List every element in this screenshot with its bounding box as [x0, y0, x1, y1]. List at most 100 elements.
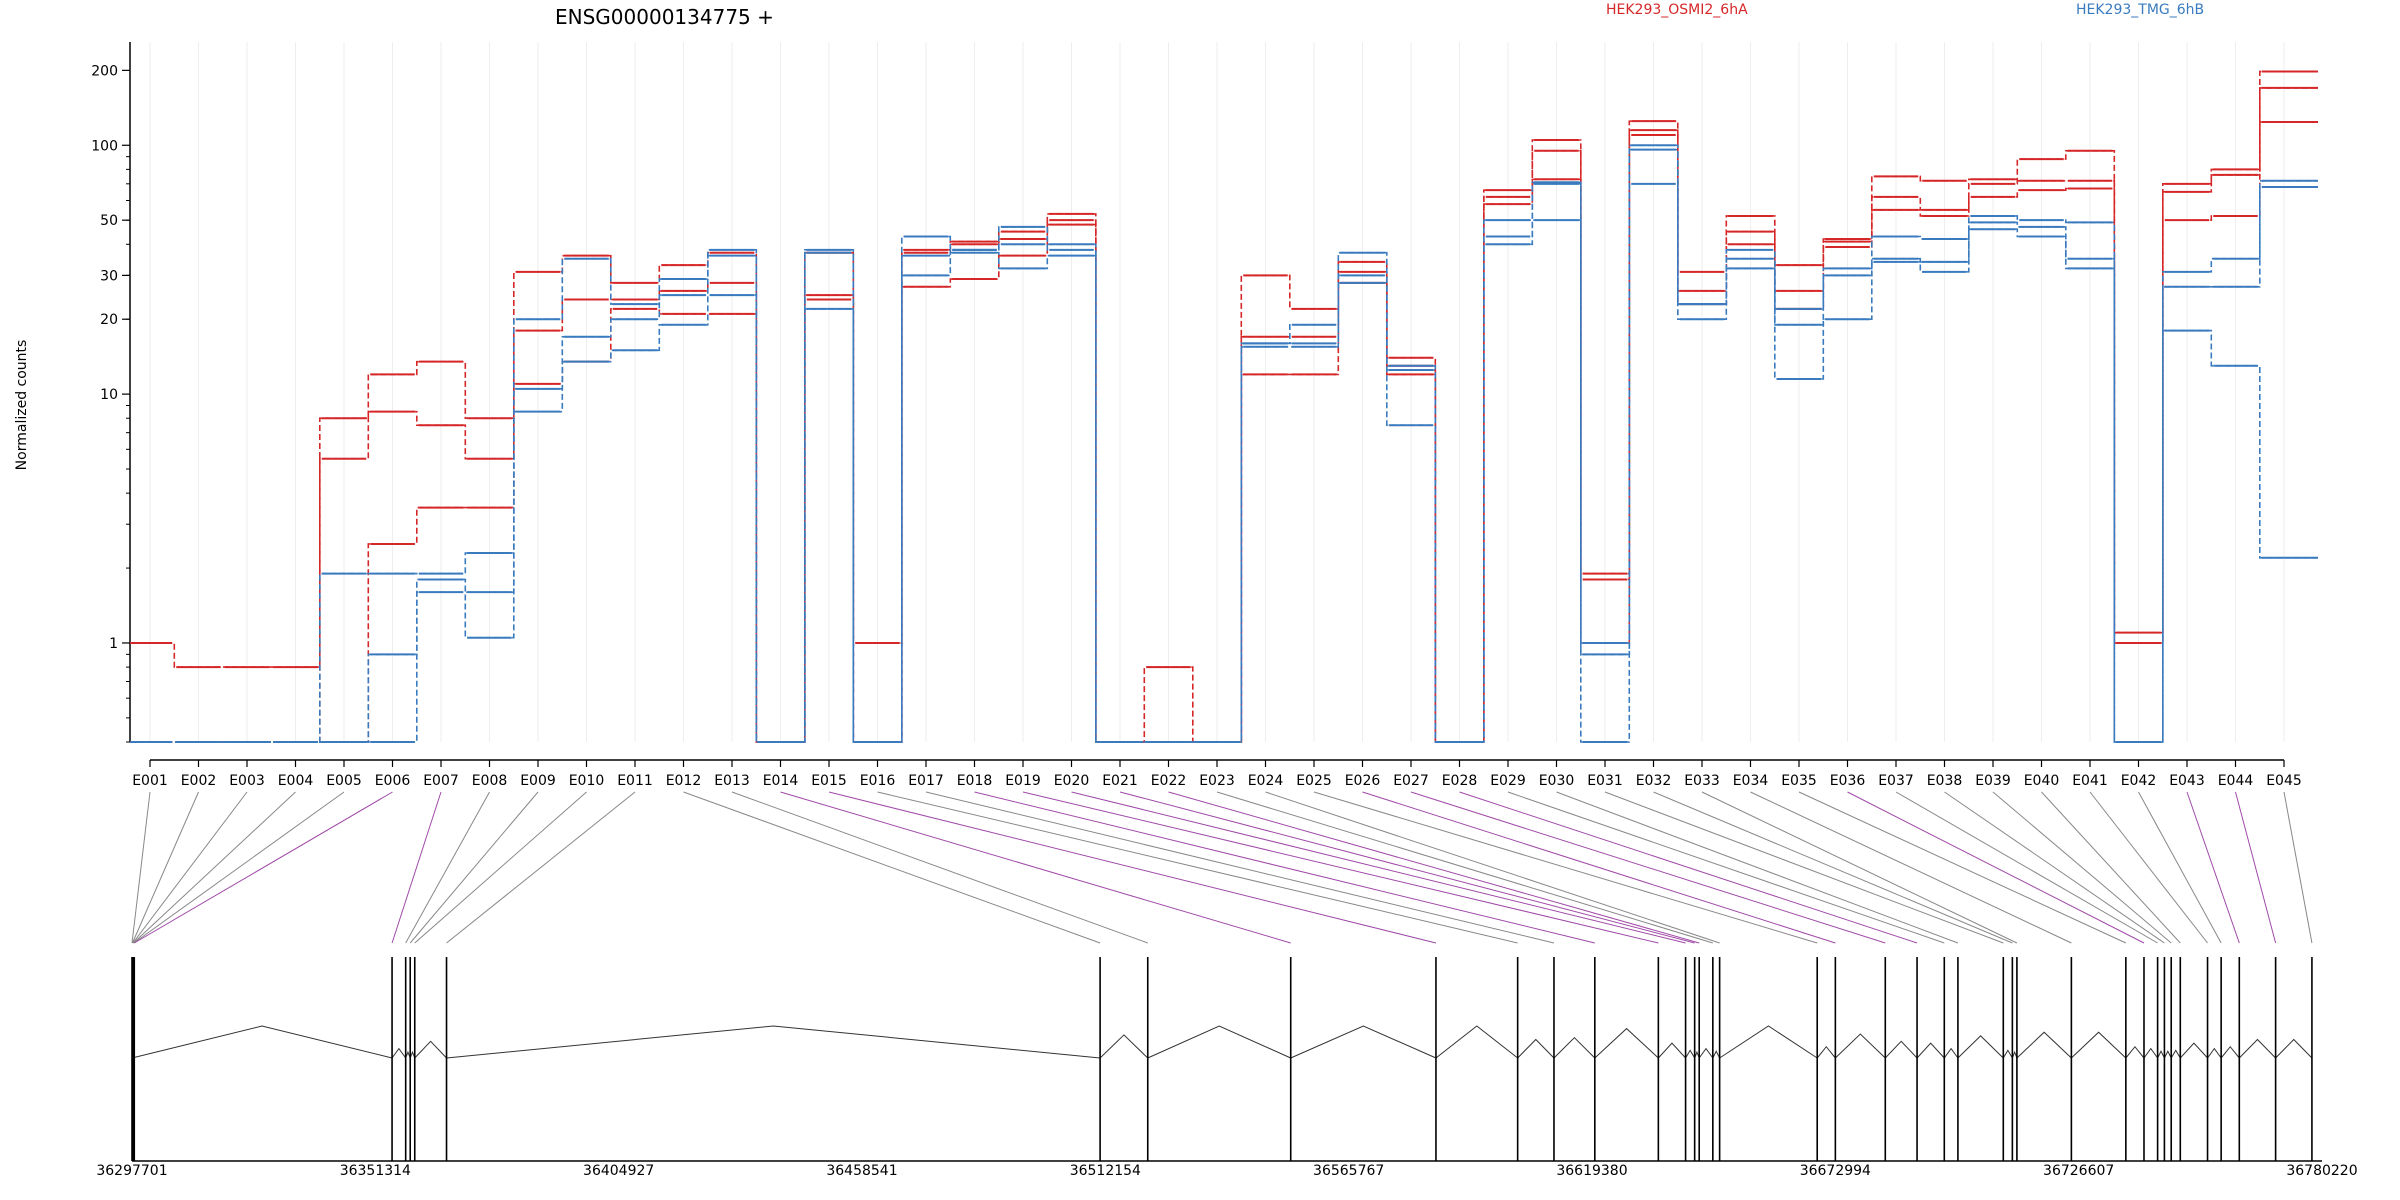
series-line: [130, 70, 2318, 743]
series-line: [130, 183, 2318, 743]
exon-tick-label: E018: [957, 773, 993, 789]
exon-link: [1992, 791, 2172, 944]
exon-tick-label: E038: [1927, 773, 1963, 789]
exon-link: [2283, 791, 2313, 944]
exon-link: [925, 791, 1555, 944]
exon-link: [409, 791, 539, 944]
exon-tick-label: E021: [1102, 773, 1138, 789]
y-tick-label: 50: [100, 213, 118, 229]
exon-tick-label: E002: [181, 773, 217, 789]
exon-tick-label: E027: [1393, 773, 1429, 789]
intron-line: [2163, 1050, 2172, 1059]
legend-tmg: HEK293_TMG_6hB: [2076, 2, 2204, 18]
exon-tick-label: E006: [375, 773, 411, 789]
intron-line: [2125, 1045, 2145, 1059]
exon-tick-label: E037: [1878, 773, 1914, 789]
exon-tick-label: E045: [2266, 773, 2302, 789]
exon-tick-label: E031: [1587, 773, 1623, 789]
intron-line: [2207, 1047, 2222, 1059]
y-tick-label: 200: [91, 63, 118, 79]
intron-line: [1816, 1045, 1836, 1059]
exon-link: [1798, 791, 2127, 944]
exon-link: [2041, 791, 2181, 944]
genomic-tick-label: 36565767: [1313, 1163, 1384, 1179]
exon-link: [2138, 791, 2222, 944]
genomic-tick-label: 36672994: [1800, 1163, 1871, 1179]
y-tick-label: 30: [100, 268, 118, 284]
y-axis: 1 10 20 30 50 100 200: [91, 42, 131, 743]
intron-line: [1553, 1036, 1596, 1059]
genomic-tick-label: 36780220: [2286, 1163, 2357, 1179]
series-lines: [130, 70, 2318, 743]
exon-link: [131, 791, 151, 944]
series-line: [130, 144, 2318, 743]
exon-link: [446, 791, 636, 944]
exon-tick-label: E014: [763, 773, 799, 789]
exon-link: [1071, 791, 1686, 944]
intron-line: [1698, 1047, 1714, 1059]
y-tick-label: 20: [100, 312, 118, 328]
exon-link: [974, 791, 1595, 944]
exon-link: [2089, 791, 2208, 944]
intron-line: [1594, 1027, 1659, 1059]
exon-tick-label: E004: [278, 773, 314, 789]
exon-tick-label: E017: [908, 773, 944, 789]
intron-line: [1517, 1038, 1555, 1059]
exon-link: [1313, 791, 1818, 944]
intron-line: [1685, 1049, 1696, 1059]
exon-link: [1895, 791, 2158, 944]
genomic-tick-label: 36458541: [826, 1163, 897, 1179]
exon-link: [731, 791, 1148, 944]
exon-link: [1022, 791, 1659, 944]
exon-tick-label: E010: [569, 773, 605, 789]
exon-link: [1265, 791, 1720, 944]
exon-link: [133, 791, 296, 944]
genomic-tick-label: 36726607: [2043, 1163, 2114, 1179]
exon-link: [1119, 791, 1695, 944]
exon-tick-label: E035: [1781, 773, 1817, 789]
exon-axis: E001 E002 E003 E004 E005 E006 E007 E008 E009 E010…: [132, 759, 2302, 789]
exon-link: [1750, 791, 2072, 944]
exon-tick-label: E022: [1151, 773, 1187, 789]
genomic-tick-label: 36619380: [1556, 1163, 1627, 1179]
exon-tick-label: E003: [229, 773, 265, 789]
exon-tick-label: E043: [2169, 773, 2205, 789]
intron-line: [2002, 1049, 2013, 1059]
intron-line: [2071, 1031, 2127, 1059]
exon-tick-label: E034: [1733, 773, 1769, 789]
exon-tick-label: E044: [2218, 773, 2254, 789]
exon-tick-label: E039: [1975, 773, 2011, 789]
series-line: [130, 87, 2318, 743]
exon-link: [1459, 791, 1918, 944]
exon-link: [1653, 791, 2013, 944]
y-tick-label: 100: [91, 138, 118, 154]
exon-tick-label: E033: [1684, 773, 1720, 789]
exon-tick-label: E005: [326, 773, 362, 789]
intron-line: [2179, 1042, 2208, 1059]
intron-line: [1957, 1035, 2004, 1059]
intron-line: [1719, 1025, 1818, 1059]
exon-link: [1701, 791, 2018, 944]
series-line: [130, 148, 2318, 743]
y-axis-label: Normalized counts: [14, 340, 30, 471]
exon-link: [683, 791, 1101, 944]
exon-tick-label: E032: [1636, 773, 1672, 789]
exon-link: [1216, 791, 1713, 944]
intron-line: [1943, 1047, 1959, 1059]
exon-link: [1168, 791, 1700, 944]
exon-tick-label: E009: [520, 773, 556, 789]
exon-tick-label: E011: [617, 773, 653, 789]
exon-tick-label: E036: [1830, 773, 1866, 789]
exon-link: [1410, 791, 1886, 944]
exon-tick-label: E026: [1345, 773, 1381, 789]
exon-tick-label: E028: [1442, 773, 1478, 789]
intron-line: [2275, 1038, 2313, 1059]
intron-line: [2143, 1047, 2159, 1059]
y-tick-label: 1: [109, 636, 118, 652]
exon-tick-label: E008: [472, 773, 508, 789]
intron-line: [2016, 1031, 2072, 1059]
exon-tick-label: E015: [811, 773, 847, 789]
exon-tick-label: E013: [714, 773, 750, 789]
exon-link: [133, 791, 345, 944]
